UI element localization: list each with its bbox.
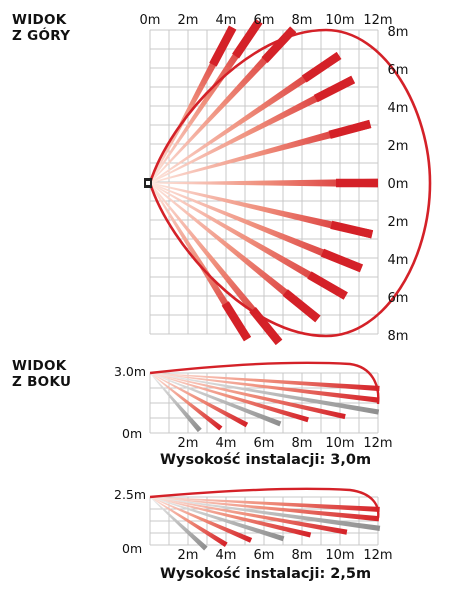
top-view-coverage-outline — [148, 28, 432, 338]
side-beam — [149, 496, 381, 531]
side-beam — [149, 496, 380, 513]
side-beam — [149, 496, 380, 522]
side-view-2-5m-height-label: 2.5m — [114, 487, 146, 502]
top-y-tick-label: 4m — [388, 101, 409, 116]
top-x-tick-label: 4m — [216, 13, 237, 28]
top-beam-tip — [313, 75, 356, 103]
side-view-3m-coverage-outline — [149, 361, 380, 405]
side-x-tick-label: 2m — [178, 548, 199, 563]
top-beam — [149, 52, 342, 184]
side-beam — [149, 496, 253, 543]
side-x-tick-label: 4m — [216, 436, 237, 451]
side-view-2-5m-x-axis-ticks: 2m 4m 6m 8m 10m 12m — [178, 548, 393, 563]
top-beam — [150, 178, 378, 188]
side-view-3m-caption: Wysokość instalacji: 3,0m — [160, 452, 372, 468]
side-view-2-5m-zero-label: 0m — [122, 541, 142, 556]
top-y-tick-label: 6m — [388, 291, 409, 306]
side-beam — [149, 372, 249, 428]
side-beam — [149, 496, 285, 542]
side-x-tick-label: 10m — [325, 548, 354, 563]
top-beam-tip — [320, 248, 363, 273]
top-beam — [149, 75, 356, 184]
side-beam — [149, 496, 208, 551]
top-beam — [149, 182, 363, 273]
top-beam-tip — [249, 307, 283, 345]
top-view-heading: WIDOK Z GÓRY — [12, 12, 70, 44]
top-beam-tip — [209, 25, 237, 67]
side-beam — [149, 372, 380, 392]
side-beam — [149, 372, 282, 427]
top-y-tick-label: 6m — [388, 63, 409, 78]
side-x-tick-label: 12m — [363, 436, 392, 451]
top-y-tick-label: 2m — [388, 139, 409, 154]
side-view-3m: 3.0m 0m 2m 4m 6m 8m 10m 12m — [114, 361, 393, 451]
top-x-tick-label: 8m — [292, 13, 313, 28]
top-beam-tip — [232, 18, 263, 59]
top-view: 0m 2m 4m 6m 8m 10m 12m 8m 6m 4m 2m 0m 2m 4m 6m 8m — [140, 13, 432, 345]
top-y-tick-label: 2m — [388, 215, 409, 230]
side-x-tick-label: 6m — [254, 436, 275, 451]
top-y-tick-label: 8m — [388, 329, 409, 344]
top-beam-tip — [328, 119, 372, 139]
top-x-tick-label: 2m — [178, 13, 199, 28]
top-x-tick-label: 12m — [363, 13, 392, 28]
top-beam — [149, 182, 252, 342]
side-beam — [149, 496, 228, 548]
side-beam — [149, 496, 348, 535]
top-x-tick-label: 0m — [140, 13, 161, 28]
top-view-heading-line1: WIDOK — [12, 12, 67, 28]
side-x-tick-label: 6m — [254, 548, 275, 563]
top-view-y-axis-ticks: 8m 6m 4m 2m 0m 2m 4m 6m 8m — [388, 25, 409, 344]
side-view-2-5m-beams — [149, 496, 381, 551]
side-view-heading-line2: Z BOKU — [12, 374, 72, 390]
top-y-tick-label: 0m — [388, 177, 409, 192]
top-y-tick-label: 8m — [388, 25, 409, 40]
top-beam — [149, 119, 372, 184]
top-view-beams — [149, 18, 378, 345]
top-beam-tip — [336, 178, 378, 188]
top-beam-tip — [301, 52, 342, 83]
side-beam — [149, 372, 346, 420]
side-x-tick-label: 4m — [216, 548, 237, 563]
side-view-3m-beams — [149, 372, 380, 433]
top-beam-tip — [307, 271, 348, 300]
side-beam — [149, 372, 309, 423]
side-beam — [149, 372, 202, 433]
side-beam — [149, 372, 380, 415]
top-view-heading-line2: Z GÓRY — [12, 28, 71, 44]
side-beam — [149, 496, 312, 538]
side-view-2-5m: 2.5m 0m 2m 4m 6m 8m 10m 12m — [114, 487, 393, 563]
top-beam — [149, 182, 283, 345]
side-view-2-5m-caption: Wysokość instalacji: 2,5m — [160, 566, 372, 582]
top-x-tick-label: 10m — [325, 13, 354, 28]
top-beam — [149, 182, 321, 323]
side-view-heading-line1: WIDOK — [12, 358, 67, 374]
side-view-3m-height-label: 3.0m — [114, 364, 146, 379]
side-x-tick-label: 12m — [363, 548, 392, 563]
top-beam — [149, 182, 348, 300]
top-beam-tip — [282, 289, 321, 323]
side-view-3m-zero-label: 0m — [122, 426, 142, 441]
side-beam — [149, 372, 223, 431]
side-x-tick-label: 10m — [325, 436, 354, 451]
side-beam — [149, 372, 379, 403]
top-beam-tip — [261, 26, 297, 63]
top-beam-tip — [330, 220, 374, 239]
side-x-tick-label: 8m — [292, 548, 313, 563]
top-beam-tip — [221, 301, 252, 342]
side-x-tick-label: 2m — [178, 436, 199, 451]
top-x-tick-label: 6m — [254, 13, 275, 28]
top-view-x-axis-ticks: 0m 2m 4m 6m 8m 10m 12m — [140, 13, 393, 28]
top-beam — [149, 182, 374, 239]
top-beam — [149, 26, 297, 184]
side-view-heading: WIDOK Z BOKU — [12, 358, 71, 390]
side-view-3m-x-axis-ticks: 2m 4m 6m 8m 10m 12m — [178, 436, 393, 451]
side-view-2-5m-coverage-outline — [149, 487, 380, 519]
top-y-tick-label: 4m — [388, 253, 409, 268]
top-beam — [149, 18, 263, 184]
side-x-tick-label: 8m — [292, 436, 313, 451]
